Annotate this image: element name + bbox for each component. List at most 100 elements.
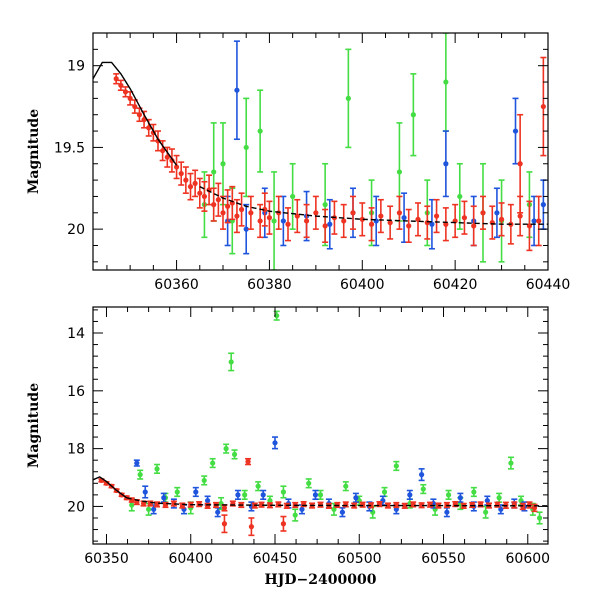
data-point-blue bbox=[406, 489, 413, 501]
data-point-blue bbox=[339, 507, 346, 518]
marker bbox=[285, 221, 291, 227]
marker bbox=[443, 79, 449, 85]
data-point-red bbox=[317, 501, 324, 508]
y-tick-labels-bottom: 14 16 18 20 bbox=[67, 326, 85, 515]
data-point-blue bbox=[272, 436, 278, 450]
data-point-blue bbox=[540, 179, 547, 230]
ticks-bottom bbox=[93, 307, 548, 544]
marker bbox=[118, 82, 124, 88]
data-point-red bbox=[303, 203, 310, 239]
marker bbox=[406, 223, 412, 229]
data-point-blue bbox=[234, 489, 241, 501]
marker bbox=[359, 216, 365, 222]
data-point-green bbox=[271, 171, 278, 270]
model-curve bbox=[93, 476, 128, 499]
marker bbox=[245, 459, 251, 465]
marker bbox=[260, 492, 266, 498]
marker bbox=[248, 524, 255, 530]
data-point-red bbox=[192, 169, 199, 198]
marker bbox=[267, 502, 273, 508]
data-point-red bbox=[245, 457, 252, 466]
data-point-green bbox=[257, 89, 264, 173]
data-point-green bbox=[317, 489, 324, 501]
data-point-blue bbox=[443, 507, 450, 518]
marker bbox=[313, 210, 319, 216]
data-point-red bbox=[359, 202, 366, 237]
x-axis-title-bottom: HJD−2400000 bbox=[265, 572, 377, 588]
plot-area-bottom bbox=[93, 310, 548, 537]
data-point-blue bbox=[401, 192, 408, 244]
marker bbox=[201, 477, 207, 484]
marker bbox=[303, 218, 310, 224]
marker bbox=[306, 480, 312, 486]
marker bbox=[339, 509, 346, 515]
marker bbox=[161, 495, 167, 501]
x-tick-label: 60400 bbox=[168, 551, 213, 567]
data-point-red bbox=[410, 501, 417, 508]
data-point-red bbox=[247, 195, 254, 230]
marker bbox=[427, 502, 433, 508]
x-tick-label: 60350 bbox=[84, 551, 129, 567]
y-tick-label: 16 bbox=[67, 384, 85, 400]
marker bbox=[540, 202, 546, 208]
data-point-green bbox=[470, 486, 477, 498]
data-point-red bbox=[396, 195, 403, 230]
x-tick-label: 60600 bbox=[506, 551, 551, 567]
marker bbox=[134, 460, 140, 466]
marker bbox=[387, 220, 393, 226]
marker bbox=[345, 95, 351, 101]
marker bbox=[258, 502, 265, 508]
marker bbox=[317, 492, 324, 498]
data-point-red bbox=[261, 192, 268, 227]
data-point-green bbox=[507, 456, 514, 470]
marker bbox=[113, 76, 119, 82]
data-point-red bbox=[122, 86, 129, 98]
data-point-blue bbox=[418, 468, 425, 482]
marker bbox=[368, 221, 375, 227]
marker bbox=[461, 215, 468, 221]
data-point-red bbox=[433, 198, 440, 234]
data-point-red bbox=[170, 500, 177, 507]
marker bbox=[480, 210, 486, 216]
data-point-green bbox=[305, 478, 312, 489]
marker bbox=[378, 213, 384, 219]
marker bbox=[164, 154, 170, 160]
marker bbox=[257, 128, 263, 134]
marker bbox=[183, 177, 189, 183]
marker bbox=[220, 210, 226, 216]
data-point-green bbox=[209, 457, 216, 469]
marker bbox=[511, 502, 517, 508]
marker bbox=[147, 500, 153, 507]
data-point-red bbox=[470, 205, 477, 247]
marker bbox=[271, 218, 277, 224]
data-point-red bbox=[204, 502, 211, 509]
x-tick-label: 60550 bbox=[421, 551, 466, 567]
data-point-red bbox=[526, 200, 533, 252]
model-curve-extrapolated bbox=[199, 185, 548, 225]
data-point-red bbox=[427, 501, 434, 508]
marker bbox=[235, 492, 241, 498]
y-tick-label: 20 bbox=[67, 222, 85, 238]
marker bbox=[192, 180, 198, 186]
data-point-red bbox=[196, 177, 203, 209]
data-point-red bbox=[489, 205, 496, 240]
marker bbox=[174, 489, 180, 495]
data-point-red bbox=[415, 202, 421, 237]
marker bbox=[429, 221, 435, 227]
data-point-green bbox=[137, 469, 144, 480]
marker bbox=[136, 112, 143, 118]
data-point-red bbox=[168, 148, 175, 173]
data-point-green bbox=[255, 481, 262, 492]
data-point-red bbox=[266, 502, 273, 509]
data-point-red bbox=[164, 146, 171, 168]
data-point-red bbox=[221, 514, 228, 534]
data-point-red bbox=[220, 195, 226, 230]
plot-area-top bbox=[93, 33, 548, 270]
data-point-red bbox=[159, 140, 166, 162]
data-point-red bbox=[238, 501, 245, 509]
marker bbox=[127, 95, 133, 101]
data-point-blue bbox=[142, 485, 149, 499]
marker bbox=[228, 359, 234, 365]
marker bbox=[531, 218, 537, 224]
